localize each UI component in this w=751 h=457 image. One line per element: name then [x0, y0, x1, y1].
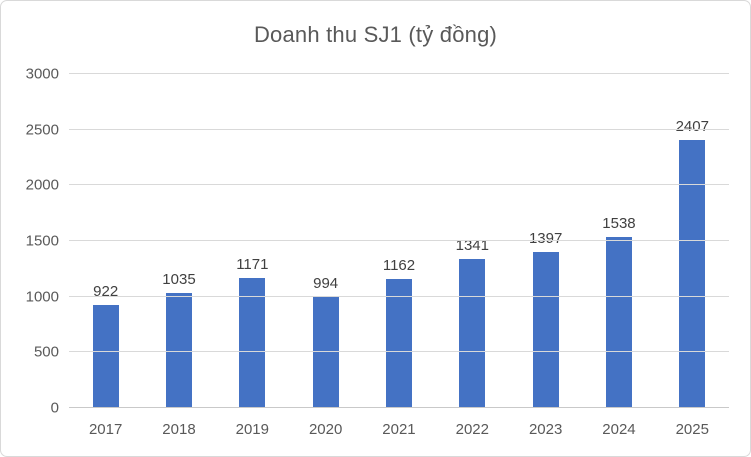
bars-row: 922 1035 1171 994 1162 1341 1397 1538 2407 — [69, 74, 729, 408]
data-label-2020: 994 — [313, 275, 339, 293]
gridline-1500 — [69, 240, 729, 241]
x-tick-label-2017: 2017 — [88, 421, 123, 438]
bar-slot-2018: 1035 — [142, 74, 215, 408]
x-tick-label-2021: 2021 — [382, 421, 416, 438]
bar-slot-2024: 1538 — [582, 74, 655, 408]
y-tick-label-1500: 1500 — [25, 232, 59, 250]
data-label-2019: 1171 — [236, 255, 269, 273]
bar-slot-2019: 1171 — [216, 74, 289, 408]
gridline-1000 — [69, 295, 729, 297]
gridline-3000 — [69, 73, 729, 74]
y-tick-label-2500: 2500 — [25, 121, 59, 139]
x-axis-line — [69, 407, 729, 408]
data-label-2021: 1162 — [382, 256, 416, 274]
x-tick-label-2025: 2025 — [675, 421, 709, 438]
x-tick-label-2018: 2018 — [162, 421, 196, 438]
x-tick-label-2019: 2019 — [235, 421, 269, 438]
bar-2023 — [532, 252, 559, 408]
bar-2021 — [385, 278, 412, 408]
bar-slot-2022: 1341 — [436, 74, 509, 408]
bar-2019 — [239, 277, 266, 408]
y-tick-label-1000: 1000 — [25, 288, 59, 306]
y-tick-label-2000: 2000 — [25, 176, 59, 194]
data-label-2024: 1538 — [602, 214, 636, 232]
data-label-2017: 922 — [93, 283, 119, 301]
x-tick-label-2020: 2020 — [308, 421, 343, 438]
bar-slot-2021: 1162 — [362, 74, 435, 408]
bar-2025 — [679, 140, 706, 408]
bar-slot-2025: 2407 — [656, 74, 729, 408]
bar-slot-2017: 922 — [69, 74, 142, 408]
data-label-2025: 2407 — [675, 118, 709, 136]
bar-2022 — [459, 258, 486, 408]
bar-2020 — [312, 297, 339, 408]
gridline-500 — [69, 351, 729, 353]
x-axis-labels: 2017 2018 2019 2020 2021 2022 2023 2024 2025 — [69, 420, 729, 440]
gridline-2500 — [69, 128, 729, 130]
x-tick-label-2024: 2024 — [602, 421, 636, 438]
y-axis-labels: 0 500 1000 1500 2000 2500 3000 — [1, 67, 59, 416]
bar-slot-2020: 994 — [289, 74, 362, 408]
data-label-2023: 1397 — [528, 230, 563, 248]
data-label-2018: 1035 — [162, 270, 196, 288]
x-tick-label-2022: 2022 — [455, 421, 489, 438]
bar-2024 — [605, 236, 632, 408]
y-tick-label-500: 500 — [33, 343, 59, 361]
bar-slot-2023: 1397 — [509, 74, 582, 408]
bar-2017 — [92, 305, 119, 408]
plot-area: 922 1035 1171 994 1162 1341 1397 1538 2407 — [69, 73, 729, 408]
data-label-2022: 1341 — [455, 236, 489, 254]
y-tick-label-0: 0 — [50, 399, 59, 417]
y-tick-label-3000: 3000 — [25, 65, 59, 83]
gridline-2000 — [69, 184, 729, 186]
bar-2018 — [165, 292, 192, 408]
chart-title: Doanh thu SJ1 (tỷ đồng) — [253, 22, 498, 47]
x-tick-label-2023: 2023 — [528, 421, 563, 438]
